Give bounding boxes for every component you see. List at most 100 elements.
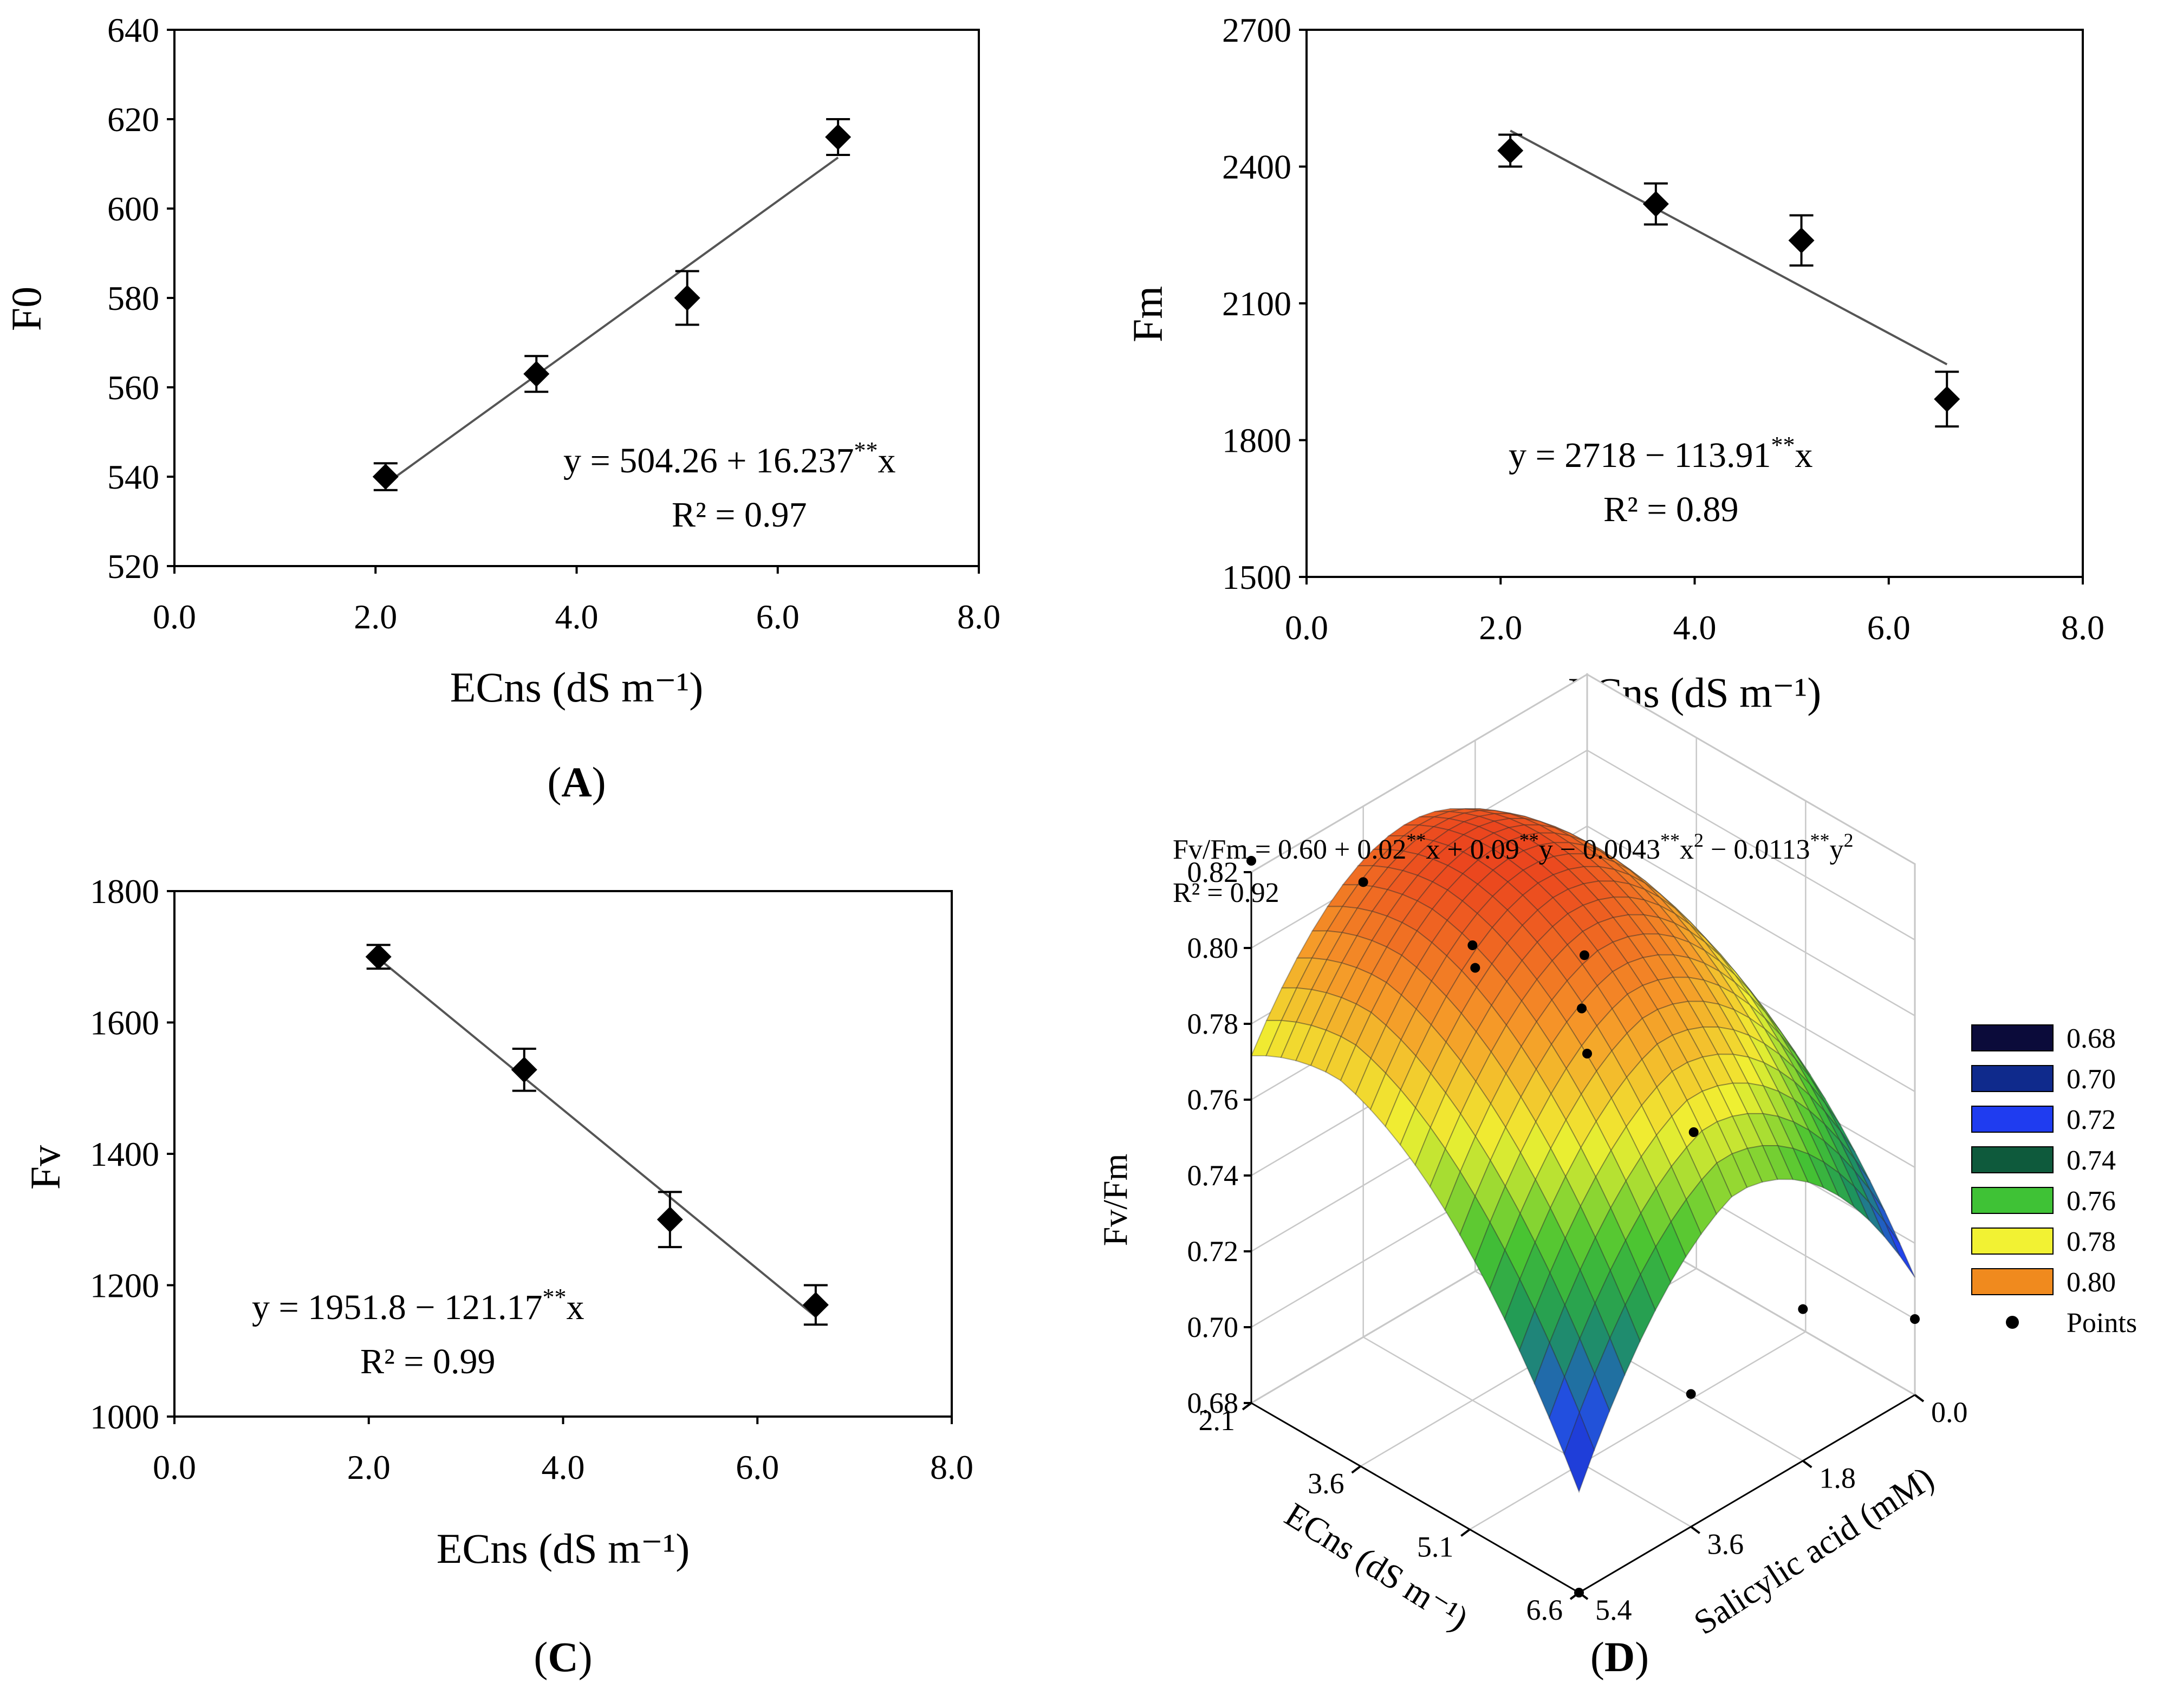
- x-axis-label: ECns (dS m⁻¹): [450, 664, 704, 711]
- x-tick-label: 2.0: [1479, 608, 1522, 647]
- plot-frame: [173, 29, 980, 567]
- y-tick-label: 1000: [90, 1398, 159, 1436]
- legend-label: 0.70: [2067, 1064, 2116, 1095]
- data-point-diamond: [825, 124, 852, 150]
- legend-label: 0.78: [2067, 1226, 2116, 1257]
- x-tick-label: 2.0: [354, 598, 397, 636]
- x-tick-label: 8.0: [957, 598, 1000, 636]
- equation-part: − 0.0113: [1704, 834, 1810, 865]
- x-tick-label: 0.0: [1285, 608, 1328, 647]
- y-tick-label: 540: [107, 458, 159, 496]
- r-squared: R² = 0.97: [672, 495, 807, 535]
- panel-d: 0.68 0.70 0.72 0.74 0.76 0.78 0.80 0.82 Fv/Fm 2.1…: [1096, 673, 2137, 1680]
- equation-superscript: **: [1406, 829, 1426, 851]
- sa-tick-label: 1.8: [1819, 1462, 1856, 1495]
- z-tick-label: 0.74: [1187, 1159, 1239, 1192]
- panel-label: (C): [534, 1633, 592, 1680]
- ecns-axis-line: [1251, 1402, 1580, 1594]
- equation-tail: x: [566, 1288, 584, 1327]
- z-tick-label: 0.72: [1187, 1235, 1239, 1268]
- z-tick-label: 0.70: [1187, 1311, 1239, 1343]
- y-tick-label: 640: [107, 11, 159, 49]
- equation-main: y = 1951.8 − 121.17: [252, 1288, 542, 1327]
- y-tick-label: 2100: [1222, 284, 1291, 323]
- legend-swatch: [1971, 1268, 2054, 1295]
- sa-tick-label: 5.4: [1595, 1594, 1632, 1626]
- sa-tick-label: 0.0: [1931, 1396, 1968, 1428]
- y-tick-label: 560: [107, 368, 159, 407]
- regression-line: [385, 157, 839, 485]
- y-tick-label: 2400: [1222, 148, 1291, 186]
- observed-point: [1686, 1389, 1696, 1399]
- ecns-floor-grid-line: [1469, 1331, 1806, 1530]
- panel-a: 520 540 560 580 600 620 640 0.0 2.0 4.0 6.0 8.0 ECns…: [3, 11, 1000, 806]
- y-tick-label: 1500: [1222, 558, 1291, 596]
- panel-paren-open: (: [534, 1633, 548, 1680]
- observed-point: [1577, 1003, 1587, 1014]
- y-tick-label: 520: [107, 547, 159, 586]
- y-axis-label: Fm: [1124, 286, 1171, 342]
- legend-label: 0.74: [2067, 1145, 2116, 1176]
- ecns-tick-label: 6.6: [1526, 1594, 1563, 1626]
- sa-tick-label: 3.6: [1707, 1528, 1744, 1560]
- ecns-tick-mark: [1242, 1402, 1252, 1411]
- x-tick-label: 4.0: [555, 598, 599, 636]
- panel-paren-close: ): [1635, 1633, 1649, 1680]
- equation-superscript: 2: [1694, 829, 1704, 851]
- surface-r-squared: R² = 0.92: [1173, 878, 1279, 908]
- x-tick-label: 8.0: [930, 1448, 973, 1486]
- regression-equation: y = 1951.8 − 121.17**x: [252, 1284, 584, 1327]
- equation-superscript: **: [1771, 432, 1795, 458]
- legend-swatch: [1971, 1024, 2054, 1051]
- legend-label: 0.76: [2067, 1186, 2116, 1217]
- panel-label: (D): [1590, 1633, 1649, 1680]
- ecns-tick-mark: [1351, 1465, 1361, 1474]
- legend-swatch: [1971, 1228, 2054, 1255]
- data-point-diamond: [1934, 386, 1960, 412]
- equation-superscript: **: [1810, 829, 1829, 851]
- equation-tail: x: [1795, 436, 1813, 475]
- x-tick-label: 8.0: [2061, 608, 2104, 647]
- y-tick-label: 1400: [90, 1135, 159, 1173]
- data-point-diamond: [523, 361, 550, 387]
- y-axis-label: F0: [3, 287, 50, 331]
- equation-superscript: **: [854, 437, 878, 464]
- surface: [1250, 808, 1915, 1493]
- regression-line: [1510, 129, 1948, 366]
- regression-line: [378, 957, 817, 1318]
- r-squared: R² = 0.99: [360, 1342, 496, 1381]
- r-squared: R² = 0.89: [1603, 490, 1739, 529]
- panel-c: 1000 1200 1400 1600 1800 0.0 2.0 4.0 6.0 8.0 ECns …: [22, 872, 973, 1680]
- equation-part: y − 0.0043: [1539, 834, 1660, 865]
- legend-label: 0.68: [2067, 1023, 2116, 1054]
- ecns-tick-label: 3.6: [1308, 1467, 1344, 1500]
- x-tick-label: 6.0: [756, 598, 800, 636]
- panel-paren-open: (: [547, 758, 561, 806]
- z-tick-label: 0.78: [1187, 1008, 1239, 1040]
- observed-point: [1467, 940, 1478, 950]
- x-tick-label: 6.0: [736, 1448, 779, 1486]
- ecns-tick-mark: [1460, 1528, 1471, 1537]
- data-point-diamond: [674, 285, 700, 311]
- z-axis-label: Fv/Fm: [1096, 1154, 1134, 1246]
- x-tick-label: 4.0: [1673, 608, 1717, 647]
- equation-superscript: 2: [1843, 829, 1853, 851]
- y-tick-label: 1800: [90, 872, 159, 911]
- panel-label: (A): [547, 758, 606, 806]
- data-point-diamond: [511, 1056, 537, 1083]
- legend-swatch: [1971, 1106, 2054, 1133]
- x-tick-label: 2.0: [347, 1448, 391, 1486]
- z-tick-label: 0.68: [1187, 1387, 1239, 1419]
- z-tick-label: 0.76: [1187, 1083, 1239, 1116]
- y-tick-label: 1200: [90, 1267, 159, 1305]
- equation-tail: x: [878, 441, 895, 480]
- y-tick-label: 600: [107, 190, 159, 228]
- sa-axis-line: [1578, 1394, 1915, 1594]
- data-point-diamond: [1497, 138, 1524, 164]
- equation-main: y = 504.26 + 16.237: [563, 441, 854, 480]
- panel-letter: D: [1604, 1633, 1635, 1680]
- equation-main: y = 2718 − 113.91: [1509, 436, 1771, 475]
- panel-paren-close: ): [592, 758, 606, 806]
